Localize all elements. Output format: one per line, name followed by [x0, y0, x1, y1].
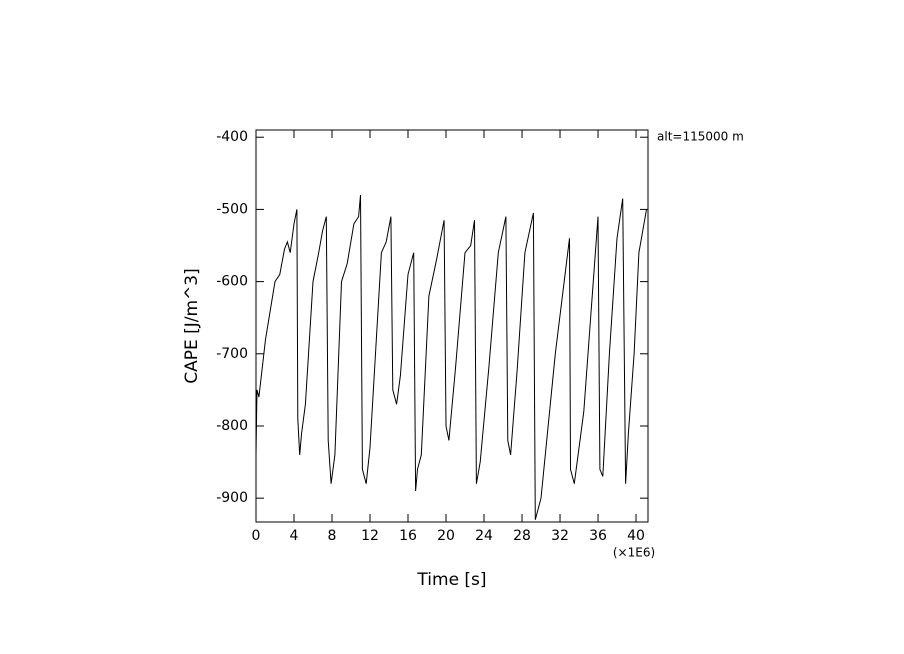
x-tick-label: 32	[551, 528, 569, 544]
x-tick-label: 20	[437, 528, 455, 544]
x-tick-label: 36	[589, 528, 607, 544]
y-tick-label: -600	[216, 274, 248, 290]
x-tick-label: 40	[627, 528, 645, 544]
y-tick-label: -400	[216, 129, 248, 145]
x-tick-label: 24	[475, 528, 493, 544]
data-line	[255, 194, 647, 520]
y-tick-label: -900	[216, 490, 248, 506]
x-tick-label: 12	[361, 528, 379, 544]
x-tick-label: 0	[252, 528, 261, 544]
x-axis-label: Time [s]	[416, 570, 486, 590]
annotation: alt=115000 m	[657, 130, 744, 144]
y-axis-label: CAPE [J/m^3]	[182, 268, 202, 384]
plot-frame	[255, 129, 649, 523]
y-tick-label: -500	[216, 201, 248, 217]
x-tick-label: 16	[399, 528, 417, 544]
y-tick-label: -700	[216, 346, 248, 362]
x-tick-label: 8	[328, 528, 337, 544]
x-tick-label: 28	[513, 528, 531, 544]
y-tick-label: -800	[216, 418, 248, 434]
x-tick-label: 4	[290, 528, 299, 544]
x-multiplier: (×1E6)	[613, 546, 655, 560]
